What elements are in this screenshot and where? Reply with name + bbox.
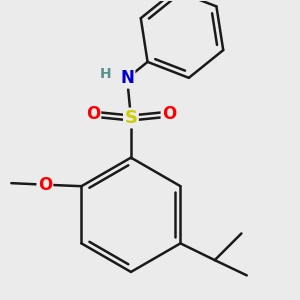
Text: O: O — [86, 105, 100, 123]
Text: N: N — [120, 69, 134, 87]
Text: H: H — [100, 67, 112, 81]
Text: O: O — [38, 176, 52, 194]
Text: O: O — [162, 105, 176, 123]
Text: S: S — [124, 109, 137, 127]
